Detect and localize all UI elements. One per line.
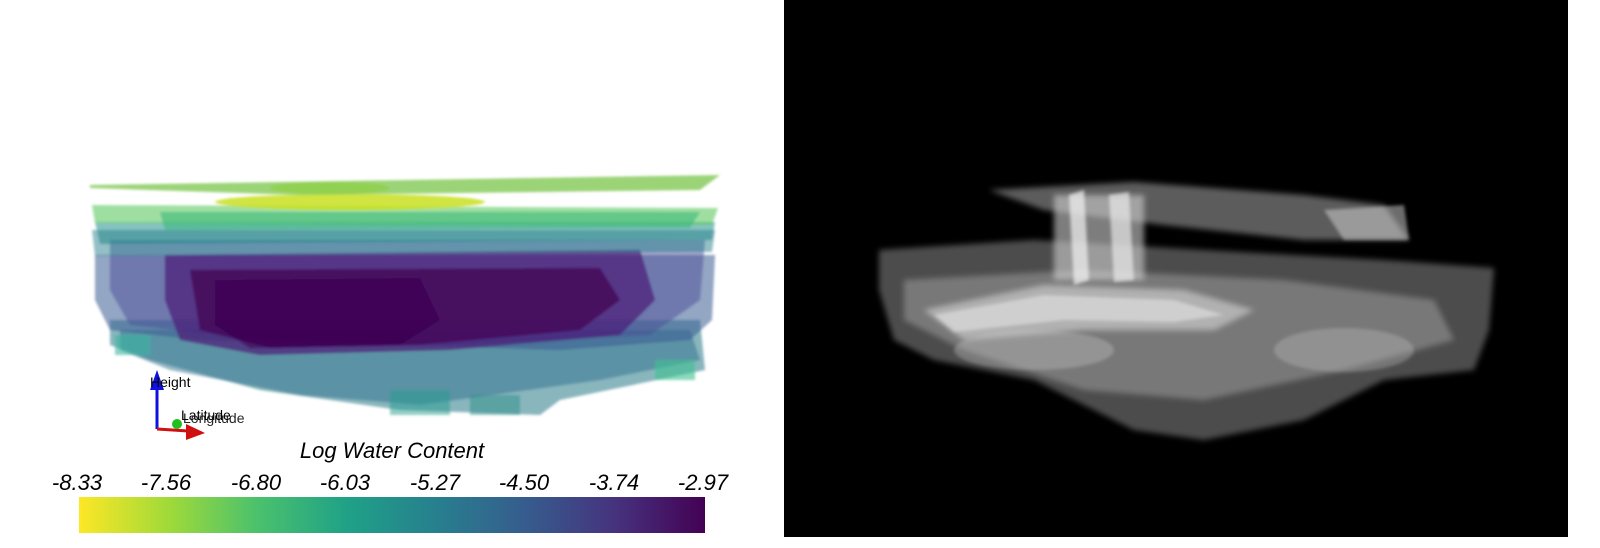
- latitude-axis-label: Latitude: [181, 407, 231, 423]
- volume-render-view[interactable]: [784, 0, 1568, 537]
- colorbar-tick-label: -6.80: [230, 470, 282, 495]
- isosurface-view[interactable]: Height Latitude Longitude Log Water Cont…: [0, 0, 784, 548]
- colorbar-tick-label: -8.33: [51, 470, 103, 495]
- longitude-axis-label: Longitude: [183, 410, 245, 426]
- colorbar-title: Log Water Content: [299, 438, 485, 463]
- colorbar-gradient: [79, 497, 705, 533]
- colorbar-tick-label: -2.97: [677, 470, 729, 495]
- colorbar-tick-label: -4.50: [498, 470, 550, 495]
- orientation-axes-widget: [150, 370, 205, 440]
- colorbar-tick-label: -7.56: [140, 470, 192, 495]
- colorbar-tick-label: -5.27: [409, 470, 461, 495]
- isosurface-render: [90, 175, 720, 440]
- volume-render: [879, 182, 1494, 440]
- height-axis-label: Height: [150, 374, 191, 390]
- colorbar-tick-label: -3.74: [588, 470, 640, 495]
- colorbar-tick-label: -6.03: [319, 470, 371, 495]
